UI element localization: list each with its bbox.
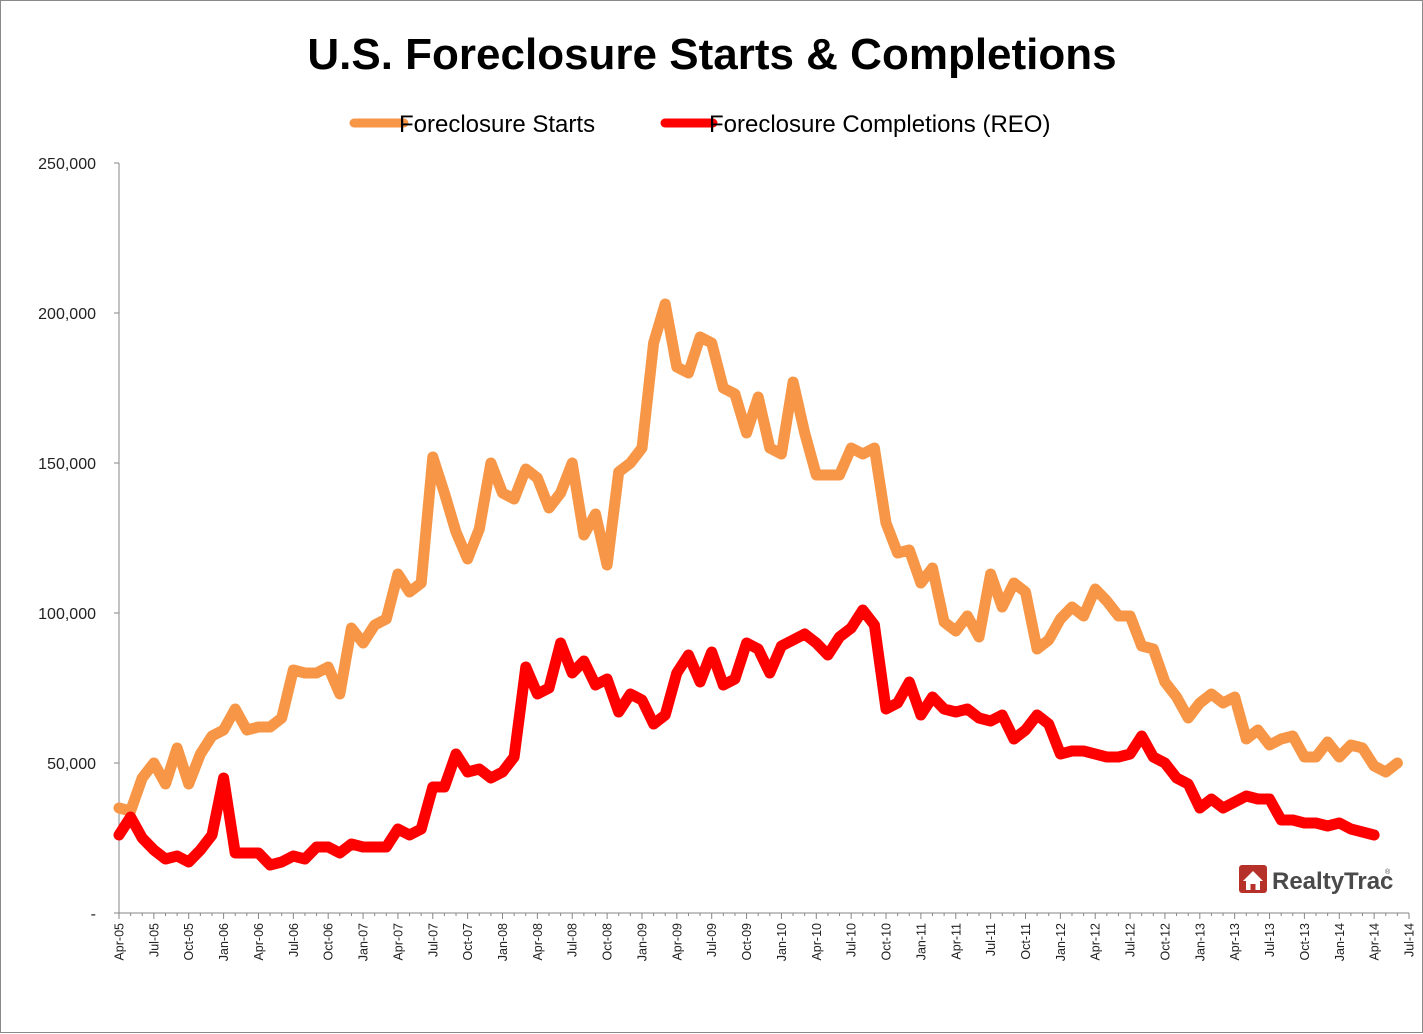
x-tick-label: Jan-12 xyxy=(1054,923,1068,961)
x-tick-label: Apr-12 xyxy=(1089,923,1103,961)
x-tick-label: Jan-06 xyxy=(217,923,231,961)
x-tick-label: Jul-11 xyxy=(984,923,998,956)
y-tick-label: 200,000 xyxy=(38,306,96,323)
x-tick-label: Oct-12 xyxy=(1158,923,1172,961)
x-tick-label: Jul-07 xyxy=(426,923,440,957)
x-tick-label: Oct-08 xyxy=(601,923,615,961)
x-tick-label: Apr-07 xyxy=(391,923,405,961)
x-tick-label: Apr-13 xyxy=(1228,923,1242,961)
x-tick-label: Oct-06 xyxy=(322,923,336,961)
x-tick-label: Oct-05 xyxy=(182,923,196,961)
x-tick-label: Jul-06 xyxy=(287,923,301,957)
x-tick-label: Jan-11 xyxy=(914,923,928,960)
x-tick-label: Jul-13 xyxy=(1263,923,1277,957)
legend-label-starts: Foreclosure Starts xyxy=(399,111,595,138)
x-tick-label: Oct-13 xyxy=(1298,923,1312,961)
house-icon xyxy=(1243,871,1263,890)
x-tick-label: Jul-08 xyxy=(566,923,580,957)
legend: Foreclosure Starts Foreclosure Completio… xyxy=(349,111,1050,138)
y-tick-label: 250,000 xyxy=(38,156,96,173)
x-tick-label: Apr-14 xyxy=(1368,923,1382,961)
x-tick-label: Oct-10 xyxy=(880,923,894,961)
x-tick-label: Apr-11 xyxy=(949,923,963,960)
x-tick-label: Jul-05 xyxy=(147,923,161,957)
x-tick-label: Jan-07 xyxy=(357,923,371,961)
y-ticks: - 50,000 100,000 150,000 200,000 250,000 xyxy=(38,156,119,923)
x-tick-label: Jan-10 xyxy=(775,923,789,961)
x-tick-label: Jul-09 xyxy=(705,923,719,957)
series-line-foreclosure-completions xyxy=(113,604,1380,871)
x-tick-label: Jul-12 xyxy=(1124,923,1138,957)
x-tick-label: Jan-14 xyxy=(1333,923,1347,961)
legend-label-completions: Foreclosure Completions (REO) xyxy=(709,111,1050,138)
x-tick-label: Apr-08 xyxy=(531,923,545,961)
series-line-foreclosure-starts xyxy=(113,298,1403,817)
chart-title: U.S. Foreclosure Starts & Completions xyxy=(307,30,1116,79)
axes: - 50,000 100,000 150,000 200,000 250,000 Apr-… xyxy=(38,156,1416,961)
y-tick-label: 50,000 xyxy=(47,756,96,773)
x-tick-label: Jan-13 xyxy=(1193,923,1207,961)
x-tick-label: Jan-08 xyxy=(496,923,510,961)
x-tick-label: Jul-14 xyxy=(1403,923,1417,957)
series-layer xyxy=(113,298,1403,871)
realtytrac-logo: RealtyTrac ® xyxy=(1239,865,1393,895)
x-tick-label: Apr-09 xyxy=(670,923,684,961)
x-tick-label: Oct-11 xyxy=(1019,923,1033,960)
x-tick-label: Jul-10 xyxy=(845,923,859,957)
y-tick-label: 100,000 xyxy=(38,606,96,623)
brand-trademark: ® xyxy=(1385,868,1391,876)
y-tick-label: - xyxy=(91,906,96,923)
x-tick-label: Apr-10 xyxy=(810,923,824,961)
x-tick-label: Jan-09 xyxy=(635,923,649,961)
brand-name: RealtyTrac xyxy=(1272,868,1393,895)
x-tick-label: Apr-06 xyxy=(252,923,266,961)
x-tick-label: Oct-09 xyxy=(740,923,754,961)
x-tick-label: Oct-07 xyxy=(461,923,475,961)
x-ticks: Apr-05 Jul-05 Oct-05 Jan-06 Apr-06 Jul-06 Oct-… xyxy=(113,913,1417,961)
x-tick-label: Apr-05 xyxy=(113,923,127,961)
y-tick-label: 150,000 xyxy=(38,456,96,473)
